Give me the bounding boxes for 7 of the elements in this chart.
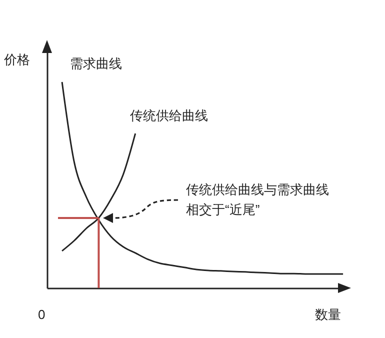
annotation: 相交于“近尾” xyxy=(186,202,260,217)
y-axis-title: 价格 xyxy=(3,52,30,67)
text: 0 xyxy=(38,307,46,322)
series-label: 需求曲线 xyxy=(70,56,122,71)
annotation: 传统供给曲线与需求曲线 xyxy=(186,182,329,197)
x-axis-title: 数量 xyxy=(315,307,341,322)
series-label: 传统供给曲线 xyxy=(130,108,208,123)
